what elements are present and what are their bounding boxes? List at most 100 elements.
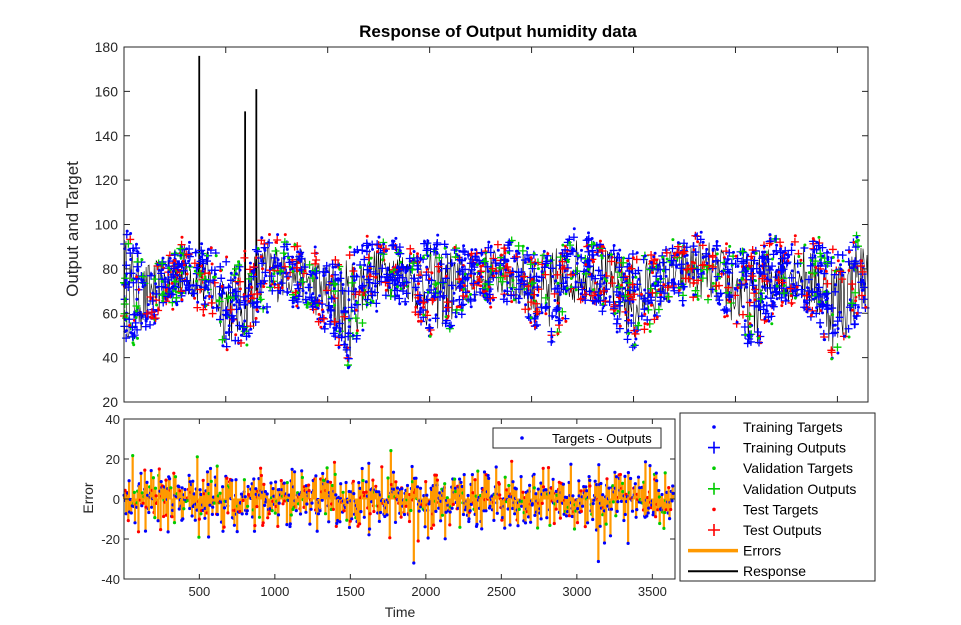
test-error-marker: [283, 499, 287, 503]
training-output-marker: [831, 287, 840, 296]
training-target-marker: [248, 282, 252, 286]
test-error-marker: [141, 501, 145, 505]
test-error-marker: [434, 473, 438, 477]
bottom-x-tick-label: 2500: [487, 584, 516, 599]
training-error-marker: [139, 471, 143, 475]
training-target-marker: [647, 301, 651, 305]
training-error-marker: [416, 485, 420, 489]
training-error-marker: [360, 466, 364, 471]
validation-output-marker: [621, 292, 630, 301]
training-error-marker: [586, 521, 590, 525]
training-target-marker: [826, 250, 829, 254]
training-error-marker: [308, 522, 312, 526]
test-target-marker: [225, 255, 229, 259]
test-error-marker: [368, 512, 372, 516]
training-output-marker: [167, 290, 176, 299]
error-legend-marker: [520, 436, 524, 440]
test-error-marker: [404, 504, 408, 508]
training-output-marker: [296, 248, 305, 257]
training-output-marker: [133, 325, 142, 334]
training-error-marker: [643, 460, 648, 464]
training-output-marker: [591, 274, 600, 283]
training-output-marker: [678, 296, 687, 305]
training-output-marker: [312, 269, 321, 278]
validation-target-marker: [444, 315, 448, 319]
training-target-marker: [391, 272, 395, 276]
validation-target-marker: [847, 335, 851, 339]
test-target-marker: [379, 245, 383, 249]
training-output-marker: [754, 338, 763, 347]
validation-error-marker: [341, 490, 345, 494]
test-target-marker: [780, 300, 784, 304]
training-target-marker: [836, 327, 840, 331]
test-output-marker: [142, 309, 151, 318]
test-error-marker: [583, 525, 587, 529]
test-error-marker: [451, 502, 455, 506]
training-target-marker: [509, 287, 513, 291]
top-y-tick-label: 80: [102, 261, 118, 277]
test-output-marker: [406, 244, 415, 253]
test-output-marker: [500, 272, 509, 281]
training-error-marker: [222, 506, 227, 510]
training-error-marker: [581, 504, 585, 508]
training-error-marker: [180, 486, 184, 490]
training-error-marker: [651, 513, 655, 517]
test-output-marker: [526, 298, 535, 307]
test-target-marker: [469, 253, 473, 257]
validation-error-marker: [151, 476, 155, 480]
training-target-marker: [470, 264, 474, 268]
test-output-marker: [708, 253, 717, 262]
training-target-marker: [366, 245, 370, 249]
training-error-marker: [564, 514, 569, 518]
training-target-marker: [597, 269, 601, 273]
test-target-marker: [458, 277, 462, 281]
training-target-marker: [757, 303, 761, 307]
training-output-marker: [239, 322, 248, 331]
training-target-marker: [418, 310, 422, 314]
validation-output-marker: [168, 298, 177, 307]
training-target-marker: [231, 315, 235, 319]
test-target-marker: [503, 248, 507, 252]
training-target-marker: [587, 231, 590, 235]
training-target-marker: [745, 285, 749, 289]
test-error-marker: [656, 508, 660, 512]
training-output-marker: [293, 281, 302, 290]
validation-error-marker: [621, 490, 625, 494]
validation-target-marker: [256, 247, 260, 250]
training-target-marker: [769, 291, 773, 295]
training-target-marker: [255, 300, 259, 304]
training-target-marker: [234, 272, 238, 276]
validation-target-marker: [600, 256, 604, 260]
test-target-marker: [769, 242, 773, 246]
training-error-marker: [460, 484, 464, 489]
test-target-marker: [556, 301, 560, 305]
test-output-marker: [541, 270, 550, 279]
training-error-marker: [569, 462, 573, 466]
training-output-marker: [235, 298, 244, 307]
test-output-marker: [253, 289, 262, 298]
training-output-marker: [758, 254, 767, 263]
test-target-marker: [544, 312, 548, 316]
validation-target-marker: [603, 277, 607, 281]
validation-target-marker: [566, 258, 570, 262]
training-target-marker: [188, 240, 191, 244]
training-target-marker: [826, 296, 829, 300]
training-target-marker: [508, 274, 512, 278]
training-error-marker: [462, 473, 466, 477]
test-target-marker: [706, 294, 710, 298]
training-target-marker: [367, 286, 371, 290]
test-error-marker: [473, 478, 477, 482]
training-error-marker: [318, 509, 322, 513]
training-output-marker: [331, 332, 340, 341]
training-target-marker: [473, 272, 477, 276]
validation-error-marker: [572, 527, 577, 531]
test-error-marker: [281, 502, 285, 506]
test-target-marker: [170, 281, 174, 285]
validation-output-marker: [280, 238, 289, 247]
training-target-marker: [371, 247, 374, 251]
validation-error-marker: [212, 501, 217, 505]
training-output-marker: [806, 261, 815, 270]
test-target-marker: [628, 295, 632, 299]
training-error-marker: [282, 481, 286, 485]
